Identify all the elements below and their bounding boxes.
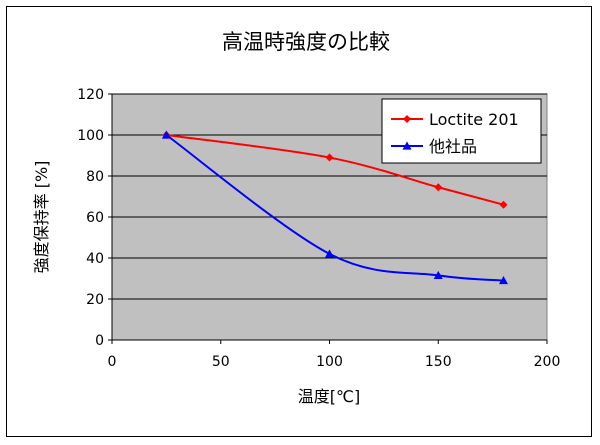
legend-label: Loctite 201 — [429, 110, 519, 129]
x-tick-label: 50 — [212, 354, 230, 370]
gridlines — [112, 93, 547, 300]
chart-title: 高温時強度の比較 — [222, 30, 390, 54]
series-line — [166, 134, 504, 206]
legend-label: 他社品 — [429, 137, 477, 156]
data-point — [325, 153, 334, 162]
line-chart: 高温時強度の比較 0 20 40 60 80 100 120 0 50 100 150 200 温度… — [32, 30, 561, 406]
y-tick-label: 120 — [77, 87, 104, 103]
data-point — [161, 130, 171, 139]
y-axis-label: 強度保持率 [%] — [32, 161, 51, 274]
legend: Loctite 201 他社品 — [381, 98, 542, 164]
data-point — [433, 270, 443, 280]
x-tick-label: 150 — [425, 354, 452, 370]
legend-entry-1: Loctite 201 — [391, 110, 519, 129]
legend-marker — [402, 141, 412, 150]
series-2 — [161, 130, 508, 285]
legend-marker — [403, 115, 411, 123]
x-axis-label: 温度[℃] — [298, 387, 360, 406]
data-point — [499, 276, 508, 285]
chart-frame: 高温時強度の比較 0 20 40 60 80 100 120 0 50 100 150 200 温度… — [6, 6, 592, 437]
data-point — [434, 183, 443, 192]
y-axis-ticks: 0 20 40 60 80 100 120 — [77, 87, 112, 349]
x-tick-label: 0 — [108, 354, 117, 370]
series-line — [165, 134, 504, 282]
y-tick-label: 100 — [77, 128, 104, 144]
y-tick-label: 80 — [86, 169, 104, 185]
series-layer — [161, 130, 508, 285]
y-tick-label: 0 — [95, 333, 104, 349]
data-point — [499, 200, 508, 209]
y-tick-label: 60 — [86, 210, 104, 226]
y-tick-label: 40 — [86, 251, 104, 267]
data-point — [325, 249, 334, 258]
x-tick-label: 200 — [534, 354, 561, 370]
legend-box — [381, 98, 542, 164]
x-axis-ticks: 0 50 100 150 200 — [108, 340, 561, 370]
legend-entry-2: 他社品 — [391, 137, 477, 156]
x-tick-label: 100 — [316, 354, 343, 370]
y-tick-label: 20 — [86, 292, 104, 308]
